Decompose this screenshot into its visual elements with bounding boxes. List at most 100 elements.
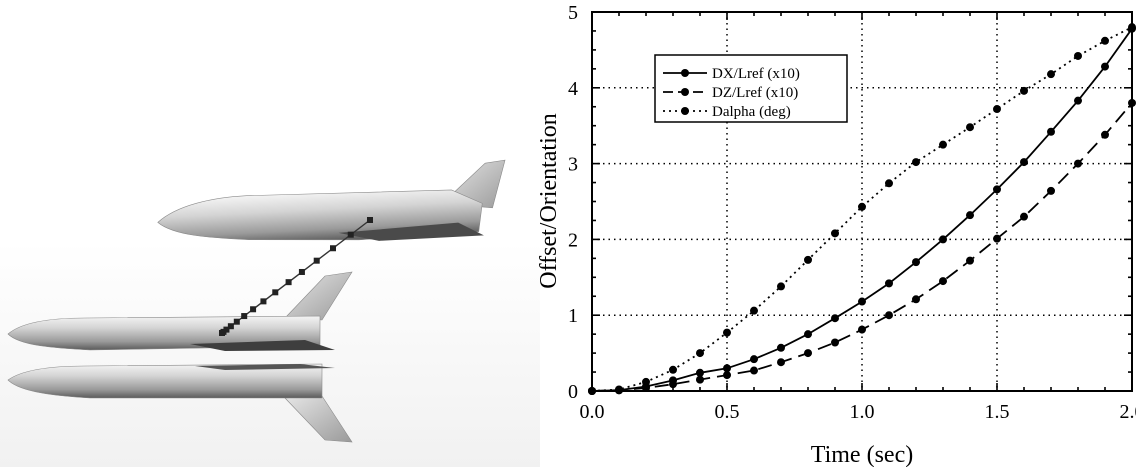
data-point [966,256,974,265]
data-point [669,380,677,389]
data-point [696,368,704,377]
data-point [723,371,731,380]
data-point [858,297,866,306]
data-point [588,387,596,395]
data-point [993,234,1001,243]
legend-entry: Dalpha (deg) [663,104,791,120]
data-point [912,158,920,167]
data-point [966,123,974,132]
data-point [1047,70,1055,79]
separated-store-lower-fin [338,222,484,241]
separated-store-fuselage [157,189,483,241]
data-point [1020,86,1028,95]
data-point [993,185,1001,194]
y-tick-label: 5 [568,2,578,24]
trajectory-marker [330,245,336,252]
data-point [750,306,758,315]
carrier-lower-fuselage [7,363,323,399]
data-point [642,377,650,386]
legend-marker [681,69,689,77]
legend-label: DZ/Lref (x10) [712,85,798,101]
x-tick-label: 2.0 [1120,401,1136,423]
data-point [1101,36,1109,45]
data-point [804,349,812,358]
y-axis-label: Offset/Orientation [536,113,562,289]
data-point [939,277,947,286]
carrier-upper-ventral [190,340,335,351]
carrier-upper-body [7,271,353,351]
data-point [696,349,704,358]
legend: DX/Lref (x10) DZ/Lref (x10) Dalpha (deg) [654,54,848,123]
data-point [777,282,785,291]
trajectory-marker [260,298,267,305]
data-point [615,385,623,394]
store-separation-illustration [0,145,540,467]
x-tick-label: 1.0 [850,401,875,423]
trajectory-marker [233,318,240,325]
trajectory-marker [241,313,248,320]
carrier-upper-fuselage [7,315,321,351]
series-2 [588,23,1136,395]
trajectory-marker [223,326,230,333]
trajectory-marker [272,289,279,296]
data-point [1047,186,1055,195]
y-tick-label: 2 [568,229,578,251]
data-point [1101,130,1109,139]
data-point [831,229,839,238]
data-point [669,365,677,374]
data-point [912,295,920,304]
data-point [642,383,650,392]
data-point [777,343,785,352]
carrier-lower-body [7,363,353,443]
data-point [750,366,758,375]
trajectory-marker [313,257,320,264]
data-point [993,105,1001,114]
data-point [831,338,839,347]
data-point [939,140,947,149]
trajectory-marker [367,217,373,223]
data-point [804,255,812,264]
data-point [1128,23,1136,32]
trajectory-path [219,217,373,336]
data-point [1074,51,1082,60]
data-point [1047,127,1055,136]
carrier-lower-ventral [195,364,335,370]
y-tick-label: 4 [568,78,578,100]
legend-entries: DX/Lref (x10) DZ/Lref (x10) Dalpha (deg) [663,66,800,120]
legend-entry: DX/Lref (x10) [663,66,800,82]
y-tick-labels: 0 1 2 3 4 5 [568,2,578,403]
data-point [858,202,866,211]
data-point [912,258,920,267]
data-point [885,279,893,288]
legend-label: DX/Lref (x10) [712,66,800,82]
x-axis-label: Time (sec) [811,442,913,467]
trajectory-marker [227,323,234,330]
data-point [831,314,839,323]
separated-store [157,159,506,241]
legend-label: Dalpha (deg) [712,104,791,120]
trajectory-marker [250,306,257,313]
data-point [885,311,893,320]
data-point [1074,159,1082,168]
data-point [1020,212,1028,221]
trajectory-marker [285,279,292,286]
data-point [966,211,974,220]
data-point [804,330,812,339]
data-point [885,179,893,188]
data-point [777,358,785,367]
y-tick-label: 0 [568,381,578,403]
x-tick-label: 0.0 [580,401,605,423]
data-point [1074,96,1082,105]
data-point [696,375,704,384]
y-tick-label: 3 [568,154,578,176]
legend-entry: DZ/Lref (x10) [663,85,798,101]
x-tick-label: 0.5 [715,401,740,423]
y-tick-label: 1 [568,305,578,327]
chart: 0.0 0.5 1.0 1.5 2.0 0 1 2 3 4 5 Time (sec) Offset… [536,2,1136,467]
data-point [858,325,866,334]
data-point [939,235,947,244]
series-layer [588,23,1136,395]
legend-marker [681,107,689,115]
data-point [750,355,758,364]
grid [592,12,1132,391]
